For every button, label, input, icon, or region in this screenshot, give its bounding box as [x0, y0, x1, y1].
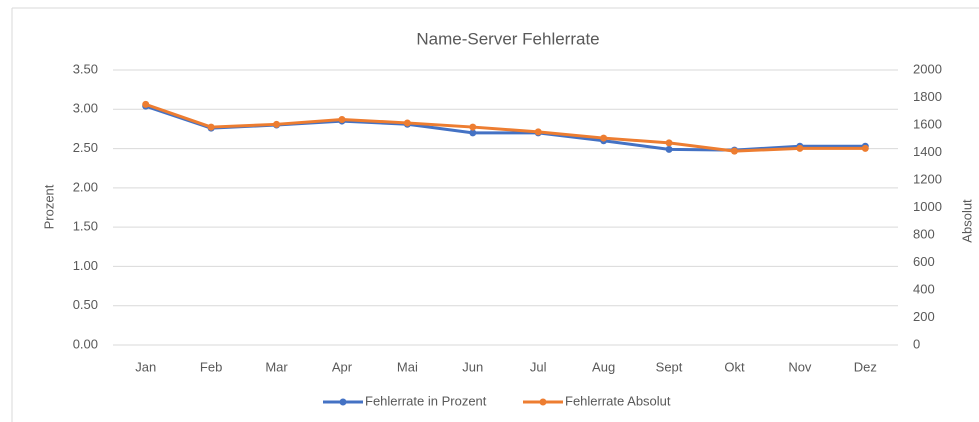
- y-axis-title: Prozent: [41, 184, 56, 229]
- y-tick-label: 1.00: [73, 258, 98, 273]
- legend-label: Fehlerrate Absolut: [565, 393, 671, 408]
- series-marker: [469, 129, 477, 137]
- x-tick-label: Mar: [265, 359, 288, 374]
- y2-tick-label: 400: [913, 281, 935, 296]
- y2-tick-label: 800: [913, 226, 935, 241]
- series-marker: [469, 123, 477, 131]
- x-tick-label: Jun: [462, 359, 483, 374]
- y2-tick-label: 600: [913, 254, 935, 269]
- y2-tick-label: 1200: [913, 171, 942, 186]
- series-marker: [207, 123, 215, 131]
- legend-marker: [339, 398, 347, 406]
- x-tick-label: Mai: [397, 359, 418, 374]
- series-marker: [861, 144, 869, 152]
- y2-tick-label: 0: [913, 336, 920, 351]
- series-marker: [600, 134, 608, 142]
- x-tick-label: Jul: [530, 359, 547, 374]
- series-marker: [796, 144, 804, 152]
- x-tick-label: Nov: [788, 359, 812, 374]
- series-marker: [534, 128, 542, 136]
- y2-tick-label: 1800: [913, 89, 942, 104]
- series-marker: [665, 139, 673, 147]
- x-tick-label: Okt: [724, 359, 745, 374]
- series-marker: [730, 147, 738, 155]
- y-tick-label: 3.50: [73, 61, 98, 76]
- y-tick-label: 3.00: [73, 101, 98, 116]
- series-marker: [273, 120, 281, 128]
- y2-tick-label: 200: [913, 309, 935, 324]
- y2-tick-label: 2000: [913, 61, 942, 76]
- series-marker: [142, 100, 150, 108]
- series-marker: [665, 145, 673, 153]
- x-tick-label: Feb: [200, 359, 222, 374]
- series-line: [145, 102, 866, 153]
- legend-label: Fehlerrate in Prozent: [365, 393, 487, 408]
- series-marker: [403, 119, 411, 127]
- y2-tick-label: 1000: [913, 199, 942, 214]
- chart-title: Name-Server Fehlerrate: [416, 29, 599, 48]
- y2-tick-label: 1600: [913, 116, 942, 131]
- x-tick-label: Apr: [332, 359, 353, 374]
- x-tick-label: Dez: [854, 359, 877, 374]
- x-tick-label: Jan: [135, 359, 156, 374]
- y-tick-label: 2.00: [73, 179, 98, 194]
- y2-axis-title: Absolut: [959, 199, 974, 243]
- x-tick-label: Aug: [592, 359, 615, 374]
- y-tick-label: 2.50: [73, 140, 98, 155]
- y-tick-label: 1.50: [73, 219, 98, 234]
- y-tick-label: 0.00: [73, 336, 98, 351]
- series-marker: [338, 116, 346, 123]
- legend-marker: [539, 398, 547, 406]
- y-tick-label: 0.50: [73, 297, 98, 312]
- y2-tick-label: 1400: [913, 144, 942, 159]
- x-tick-label: Sept: [656, 359, 683, 374]
